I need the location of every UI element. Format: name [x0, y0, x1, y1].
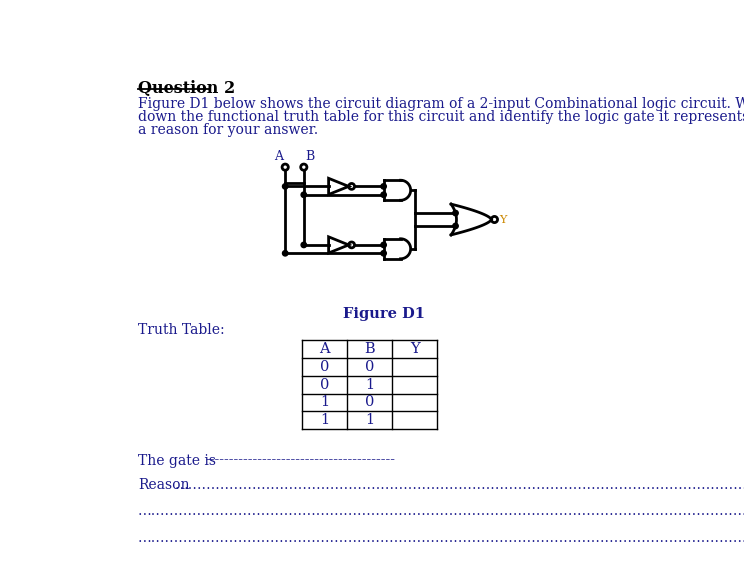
Text: B: B	[365, 342, 375, 356]
Text: Figure D1: Figure D1	[343, 306, 425, 321]
Text: 0: 0	[320, 360, 330, 374]
Circle shape	[283, 251, 288, 256]
Circle shape	[283, 184, 288, 189]
Text: ----------------------------------------: ----------------------------------------	[205, 454, 395, 468]
Text: Y: Y	[410, 342, 420, 356]
Circle shape	[381, 192, 386, 198]
Text: 1: 1	[320, 395, 330, 409]
Circle shape	[453, 210, 458, 216]
Text: A: A	[275, 150, 283, 162]
Text: 0: 0	[365, 360, 374, 374]
Text: 1: 1	[365, 377, 374, 392]
Text: a reason for your answer.: a reason for your answer.	[138, 123, 318, 137]
Text: 1: 1	[320, 413, 330, 427]
Text: ……………………………………………………………………………………………………………………………………………………………………………………………………………………: ……………………………………………………………………………………………………………	[138, 531, 744, 544]
Text: B: B	[305, 150, 315, 162]
Circle shape	[301, 242, 307, 247]
Circle shape	[381, 242, 386, 247]
Text: ……………………………………………………………………………………………………………………………………………………………………………………………………………………: ……………………………………………………………………………………………………………	[138, 505, 744, 518]
Text: 1: 1	[365, 413, 374, 427]
Text: Truth Table:: Truth Table:	[138, 324, 225, 338]
Text: Figure D1 below shows the circuit diagram of a 2-input Combinational logic circu: Figure D1 below shows the circuit diagra…	[138, 97, 744, 111]
Circle shape	[381, 184, 386, 189]
Text: A: A	[319, 342, 330, 356]
Circle shape	[381, 251, 386, 256]
Text: Y: Y	[499, 215, 507, 225]
Text: Question 2: Question 2	[138, 80, 235, 97]
Text: 0: 0	[365, 395, 374, 409]
Text: 0: 0	[320, 377, 330, 392]
Text: Reason: Reason	[138, 478, 190, 492]
Text: The gate is: The gate is	[138, 454, 220, 468]
Circle shape	[301, 192, 307, 198]
Text: down the functional truth table for this circuit and identify the logic gate it : down the functional truth table for this…	[138, 110, 744, 124]
Circle shape	[453, 223, 458, 229]
Text: ……………………………………………………………………………………………………………………………………………………………………………………………………………………: ……………………………………………………………………………………………………………	[174, 478, 744, 492]
